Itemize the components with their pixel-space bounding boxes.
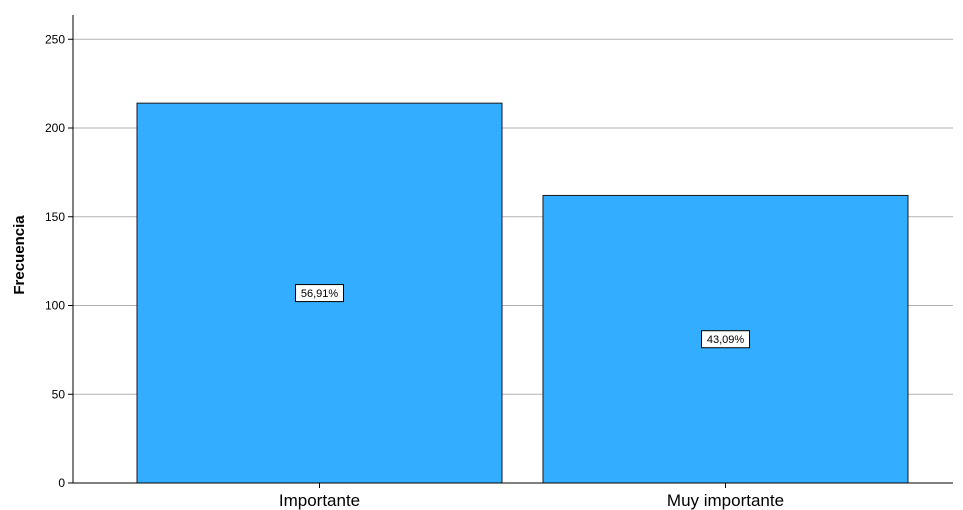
y-tick-label: 0 — [58, 476, 65, 490]
data-label-box — [701, 330, 750, 349]
y-tick-label: 200 — [45, 121, 65, 135]
y-axis: 0 50 100 150 200 250 — [45, 15, 74, 490]
data-label-box — [295, 284, 344, 303]
x-category-label: Importante — [279, 491, 360, 510]
y-axis-label: Frecuencia — [11, 215, 28, 295]
x-axis: Importante Muy importante — [73, 482, 953, 510]
y-tick-label: 250 — [45, 32, 65, 46]
x-category-label: Muy importante — [667, 491, 784, 510]
y-tick-label: 100 — [45, 299, 65, 313]
y-tick-label: 150 — [45, 210, 65, 224]
bars — [136, 102, 909, 484]
data-label: 43,09% — [707, 334, 745, 346]
data-label: 56,91% — [301, 288, 339, 300]
data-labels: 56,91% 43,09% — [295, 284, 750, 349]
y-tick-label: 50 — [52, 387, 66, 401]
